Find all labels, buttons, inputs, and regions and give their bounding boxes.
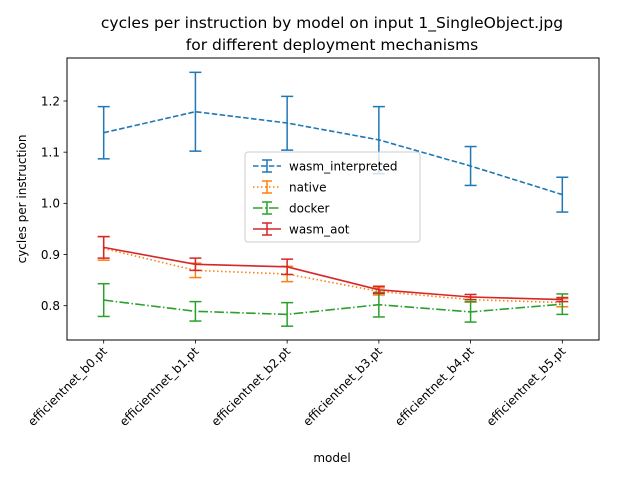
series-line	[103, 247, 563, 304]
legend-entry: wasm_aot	[253, 222, 350, 236]
series-wasm_aot	[97, 235, 569, 303]
legend-label: wasm_aot	[289, 222, 350, 236]
x-tick-label: efficientnet_b0.pt	[25, 344, 110, 429]
legend-label: native	[289, 180, 326, 194]
y-axis: 0.8 0.9 1.0 1.1 1.2	[41, 94, 67, 313]
x-tick-label: efficientnet_b5.pt	[484, 344, 569, 429]
legend-label: docker	[289, 201, 329, 215]
plot-area	[97, 71, 569, 327]
chart-subtitle: for different deployment mechanisms	[186, 36, 479, 54]
x-tick-label: efficientnet_b3.pt	[300, 344, 385, 429]
x-tick-label: efficientnet_b2.pt	[209, 344, 294, 429]
axes-frame	[66, 57, 600, 341]
series-line	[103, 246, 563, 301]
legend-entry: docker	[253, 201, 329, 215]
x-axis-label: model	[313, 451, 350, 465]
legend-entry: native	[253, 180, 326, 194]
y-tick-label: 1.1	[41, 145, 60, 159]
series-docker	[97, 282, 569, 327]
y-tick-label: 1.2	[41, 94, 60, 108]
y-tick-label: 0.8	[41, 299, 60, 313]
legend-box	[244, 151, 421, 243]
x-axis: efficientnet_b0.pt efficientnet_b1.pt effi…	[25, 340, 569, 429]
y-axis-label: cycles per instruction	[15, 135, 29, 264]
legend-label: wasm_interpreted	[289, 159, 397, 173]
legend-entry: wasm_interpreted	[253, 159, 397, 173]
x-tick-label: efficientnet_b1.pt	[117, 344, 202, 429]
y-tick-label: 1.0	[41, 197, 60, 211]
chart-title: cycles per instruction by model on input…	[101, 14, 563, 33]
series-native	[97, 235, 569, 308]
y-tick-label: 0.9	[41, 248, 60, 262]
x-tick-label: efficientnet_b4.pt	[392, 344, 477, 429]
series-line	[103, 110, 563, 196]
series-line	[103, 299, 563, 316]
